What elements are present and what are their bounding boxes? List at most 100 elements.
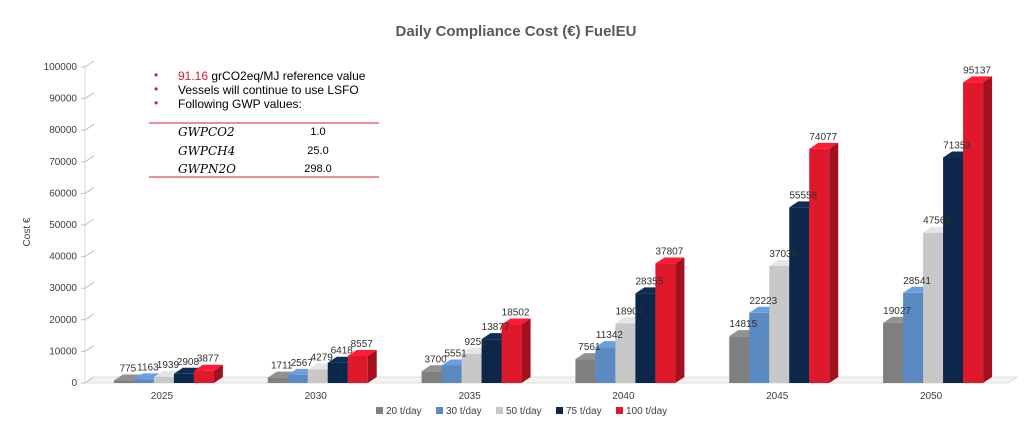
bar-front <box>769 265 790 383</box>
bar-front <box>421 371 442 383</box>
data-label: 22223 <box>749 296 777 307</box>
y-tick-depth <box>84 344 95 352</box>
bar-front <box>133 379 154 383</box>
bar-side <box>213 364 223 383</box>
data-label: 37807 <box>656 247 684 258</box>
y-tick-depth <box>84 313 95 321</box>
bar <box>347 349 377 383</box>
y-tick-depth <box>84 281 95 289</box>
y-tick-depth <box>84 250 95 258</box>
bar-front <box>287 374 308 383</box>
bar-front <box>943 157 964 383</box>
x-tick-label: 2050 <box>920 391 943 402</box>
legend-label: 100 t/day <box>626 406 667 417</box>
legend-label: 50 t/day <box>506 406 542 417</box>
bar-top <box>655 257 685 264</box>
data-label: 19027 <box>883 306 911 317</box>
data-label: 5551 <box>444 348 467 359</box>
chart-title: Daily Compliance Cost (€) FuelEU <box>396 23 637 40</box>
legend-label: 20 t/day <box>386 406 422 417</box>
data-label: 28355 <box>636 276 664 287</box>
bar-front <box>635 293 656 383</box>
data-label: 74077 <box>809 132 837 143</box>
data-label: 95137 <box>963 65 991 76</box>
bar-front <box>595 347 616 383</box>
bar-top <box>193 364 223 371</box>
legend-swatch <box>496 407 503 414</box>
bar-front <box>615 323 636 383</box>
bars-layer <box>113 76 993 384</box>
bar-front <box>347 355 368 383</box>
data-label: 14815 <box>729 319 757 330</box>
bar-front <box>327 362 348 383</box>
data-label: 55558 <box>789 190 817 201</box>
data-label: 71353 <box>943 141 971 152</box>
bar-top <box>809 142 839 149</box>
x-tick-label: 2035 <box>458 391 481 402</box>
gwp-value-ch4: 25.0 <box>307 145 328 157</box>
data-label: 8557 <box>351 339 374 350</box>
bar-front <box>903 292 924 383</box>
x-tick-label: 2030 <box>305 391 328 402</box>
bar <box>655 257 685 383</box>
data-label: 18904 <box>616 306 644 317</box>
bar-top <box>501 318 531 325</box>
bar-front <box>809 148 830 383</box>
legend: 20 t/day 30 t/day 50 t/day 75 t/day 100 t/da… <box>376 406 667 417</box>
bar-front <box>789 207 810 383</box>
gwp-name-co2: GWPCO2 <box>178 125 235 139</box>
legend-swatch <box>376 407 383 414</box>
data-label: 47568 <box>923 216 951 227</box>
bar-front <box>883 322 904 383</box>
y-tick-label: 90000 <box>49 94 77 105</box>
x-tick-label: 2045 <box>766 391 789 402</box>
bar-front <box>923 232 944 383</box>
data-label: 9251 <box>464 337 487 348</box>
bar-front <box>749 312 770 383</box>
bar-front <box>441 365 462 383</box>
bar-front <box>501 324 522 383</box>
gwp-value-n2o: 298.0 <box>304 163 332 175</box>
data-label: 3877 <box>197 354 220 365</box>
notes-box: • 91.16 grCO2eq/MJ reference value • Ves… <box>149 68 379 178</box>
bullet-3: • <box>154 96 158 110</box>
data-label: 2908 <box>177 357 200 368</box>
bar-top <box>347 349 377 356</box>
bar-front <box>153 376 174 383</box>
bar-front <box>963 82 984 384</box>
chart-floor <box>83 376 1019 384</box>
bar-front <box>267 377 288 383</box>
data-label: 2567 <box>291 358 314 369</box>
reference-text: grCO2eq/MJ reference value <box>208 69 366 83</box>
y-tick-depth <box>84 376 95 384</box>
data-label: 1711 <box>271 361 293 372</box>
y-tick-depth <box>84 123 95 131</box>
bar-front <box>193 370 214 383</box>
data-label: 13877 <box>482 322 510 333</box>
bar-side <box>983 76 993 384</box>
note-line-1: 91.16 grCO2eq/MJ reference value <box>178 69 366 83</box>
y-axis-label: Cost € <box>22 217 33 246</box>
data-label: 1163 <box>137 362 159 373</box>
y-tick-label: 70000 <box>49 157 77 168</box>
data-label: 28541 <box>903 276 931 287</box>
bar-top <box>963 76 993 83</box>
y-tick-label: 100000 <box>44 62 78 73</box>
legend-swatch <box>616 407 623 414</box>
legend-swatch <box>436 407 443 414</box>
legend-label: 30 t/day <box>446 406 482 417</box>
bullet-2: • <box>154 82 158 96</box>
data-label: 775 <box>120 364 137 375</box>
y-tick-label: 30000 <box>49 283 77 294</box>
y-tick-label: 60000 <box>49 188 77 199</box>
bar-side <box>829 142 839 383</box>
x-tick-label: 2040 <box>612 391 635 402</box>
y-tick-label: 50000 <box>49 220 77 231</box>
y-tick-label: 80000 <box>49 125 77 136</box>
y-tick-label: 0 <box>71 378 77 389</box>
bar-front <box>461 353 482 383</box>
bar-side <box>675 257 685 383</box>
bar <box>501 318 531 383</box>
data-label: 7561 <box>578 342 601 353</box>
